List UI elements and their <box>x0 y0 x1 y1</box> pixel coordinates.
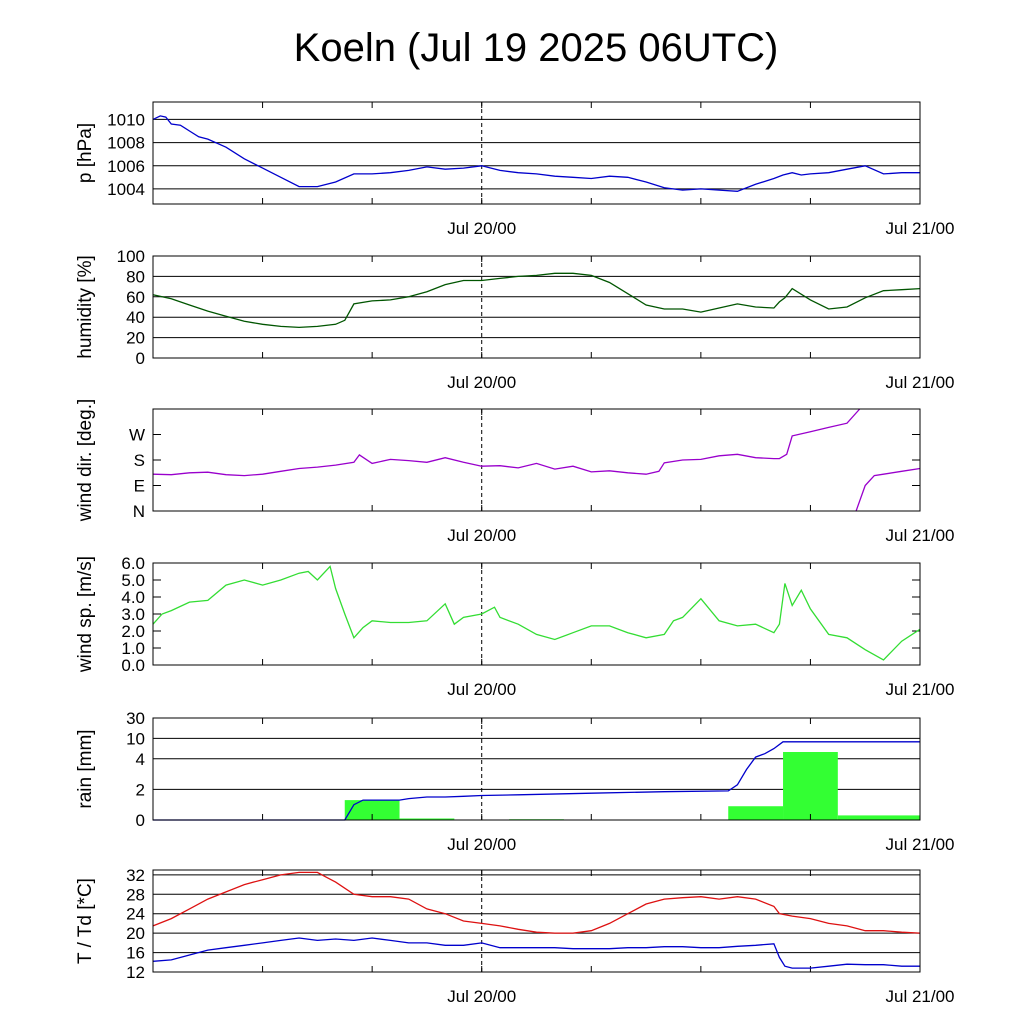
y-tick-label: 1010 <box>107 110 145 129</box>
y-tick-label: 100 <box>117 247 145 266</box>
y-tick-label: 10 <box>126 729 145 748</box>
y-tick-label: 1008 <box>107 134 145 153</box>
x-tick-label: Jul 20/00 <box>447 680 516 699</box>
x-tick-label: Jul 20/00 <box>447 219 516 238</box>
series-line <box>855 467 921 512</box>
series-line <box>152 272 921 329</box>
y-tick-label: 28 <box>126 885 145 904</box>
y-tick-label: 80 <box>126 267 145 286</box>
y-tick-label: 40 <box>126 308 145 327</box>
y-tick-label: 32 <box>126 866 145 885</box>
y-tick-label: S <box>134 451 145 470</box>
rain-bar <box>837 815 920 820</box>
x-tick-label: Jul 21/00 <box>886 526 955 545</box>
y-tick-label: 1.0 <box>121 639 145 658</box>
panel-pressure: 1004 1006 1008 1010 Jul 20/00 Jul 21/00 p [hPa… <box>75 101 955 238</box>
y-tick-label: 2.0 <box>121 622 145 641</box>
plot-frame <box>152 101 921 205</box>
y-tick-label: 30 <box>126 709 145 728</box>
rain-bar <box>783 752 838 820</box>
x-tick-label: Jul 20/00 <box>447 373 516 392</box>
series-line <box>153 741 920 821</box>
y-axis-label: wind sp. [m/s] <box>75 556 96 673</box>
series-line <box>152 871 921 934</box>
y-axis-label: wind dir. [deg.] <box>75 399 96 523</box>
series-line <box>152 565 921 661</box>
plot-frame <box>152 869 921 973</box>
plot-frame <box>152 255 921 359</box>
series-line <box>152 408 861 477</box>
y-tick-label: 6.0 <box>121 554 145 573</box>
y-tick-label: 24 <box>126 905 145 924</box>
x-tick-label: Jul 21/00 <box>886 219 955 238</box>
y-axis-label: humidity [%] <box>75 255 96 358</box>
y-tick-label: N <box>133 502 145 521</box>
x-tick-label: Jul 21/00 <box>886 680 955 699</box>
y-tick-label: 5.0 <box>121 571 145 590</box>
x-tick-label: Jul 20/00 <box>447 835 516 854</box>
rain-bar <box>728 806 784 820</box>
rain-bar <box>344 800 400 820</box>
x-tick-label: Jul 20/00 <box>447 526 516 545</box>
y-tick-label: 2 <box>136 780 145 799</box>
y-axis-label: T / Td [*C] <box>75 878 96 964</box>
x-tick-label: Jul 21/00 <box>886 835 955 854</box>
chart-title: Koeln (Jul 19 2025 06UTC) <box>293 26 779 70</box>
x-tick-label: Jul 20/00 <box>447 987 516 1006</box>
y-tick-label: 0 <box>136 811 145 830</box>
y-tick-label: W <box>129 426 145 445</box>
y-axis-label: rain [mm] <box>75 729 96 808</box>
y-tick-label: 60 <box>126 288 145 307</box>
y-tick-label: E <box>134 477 145 496</box>
y-tick-label: 12 <box>126 963 145 982</box>
plot-frame <box>152 408 921 512</box>
y-tick-label: 20 <box>126 329 145 348</box>
y-tick-label: 0 <box>136 349 145 368</box>
y-tick-label: 4 <box>136 750 145 769</box>
series-line <box>152 937 920 969</box>
y-axis-label: p [hPa] <box>75 123 96 183</box>
x-tick-label: Jul 21/00 <box>886 373 955 392</box>
y-tick-label: 1004 <box>107 180 145 199</box>
x-tick-label: Jul 21/00 <box>886 987 955 1006</box>
plot-frame <box>152 717 921 821</box>
y-tick-label: 3.0 <box>121 605 145 624</box>
series-line <box>152 115 920 192</box>
y-tick-label: 1006 <box>107 157 145 176</box>
y-tick-label: 0.0 <box>121 656 145 675</box>
y-tick-label: 4.0 <box>121 588 145 607</box>
y-tick-label: 20 <box>126 924 145 943</box>
panel-wind_speed: 0.01.02.03.04.05.06.0 Jul 20/00 Jul 21/00 w… <box>75 554 955 699</box>
rain-bar <box>399 818 455 820</box>
plot-frame <box>152 562 921 666</box>
y-tick-label: 16 <box>126 944 145 963</box>
